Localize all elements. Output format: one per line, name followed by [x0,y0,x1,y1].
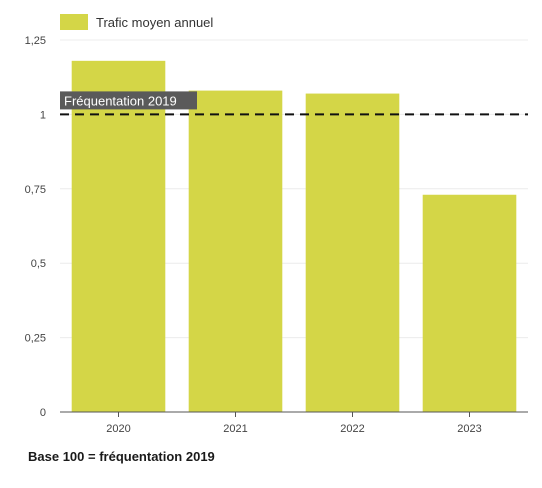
x-tick-label: 2020 [106,423,130,435]
bar-2023 [422,194,517,412]
y-tick-label: 0,5 [31,258,46,270]
bar-2020 [71,60,166,412]
bar-2021 [188,90,283,412]
x-tick-label: 2021 [223,423,247,435]
y-tick-label: 0 [40,407,46,419]
footnote: Base 100 = fréquentation 2019 [28,449,215,464]
y-tick-label: 1,25 [25,35,46,47]
y-tick-label: 0,75 [25,184,46,196]
reference-line-group: Fréquentation 2019 [60,91,528,116]
legend: Trafic moyen annuel [60,14,213,30]
bar-2022 [305,93,400,413]
legend-label: Trafic moyen annuel [96,15,213,30]
y-tick-label: 1 [40,109,46,121]
axes: 0 0,25 0,5 0,75 1 1,25 2020 2021 2022 2023 [25,35,528,435]
legend-swatch [60,14,88,30]
reference-label-background [60,91,197,110]
y-tick-label: 0,25 [25,333,46,345]
bars [71,60,517,413]
x-tick-label: 2023 [457,423,481,435]
bar-chart: 0 0,25 0,5 0,75 1 1,25 2020 2021 2022 2023 Fréque… [25,14,528,435]
x-tick-label: 2022 [340,423,364,435]
reference-label: Fréquentation 2019 [64,93,177,108]
